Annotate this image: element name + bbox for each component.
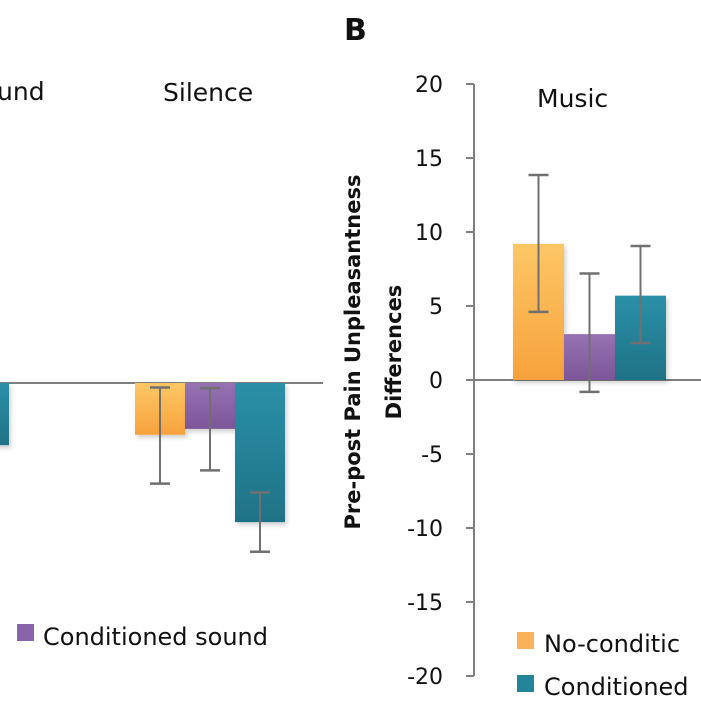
y-axis-label: Pre-post Pain Unpleasantness Differences (341, 175, 406, 530)
y-tick-label: 0 (429, 369, 443, 394)
y-ticks: 20 15 10 5 0 -5 -10 -15 -20 (407, 73, 474, 690)
legend-swatch-no-conditioned (517, 632, 534, 649)
error-bar-a-silence-conditioned-sound (200, 386, 220, 472)
error-bar-b-music-no-conditioned (528, 173, 549, 314)
legend-swatch-conditioned (517, 675, 534, 692)
panel-b-group-label-music: Music (537, 84, 608, 113)
error-bar-a-silence-no-conditioned (150, 386, 170, 485)
panel-a-legend: Conditioned sound (17, 623, 268, 651)
error-bar-b-music-conditioned (630, 244, 651, 345)
y-tick-label: 15 (415, 147, 443, 172)
legend-label-conditioned-sound: Conditioned sound (43, 623, 268, 651)
panel-a-bars (0, 383, 285, 553)
legend-label-no-conditioned: No-conditic (544, 630, 680, 658)
legend-swatch-conditioned-sound (17, 624, 34, 641)
y-tick-label: -20 (407, 665, 443, 690)
panel-a-group-label-silence: Silence (163, 78, 253, 107)
panel-a-group-label-sound: und (0, 77, 45, 106)
legend-label-conditioned: Conditioned (544, 673, 689, 701)
panel-a: und Silence Conditioned sound (0, 77, 323, 651)
y-axis-label-line1: Pre-post Pain Unpleasantness (341, 175, 365, 530)
bar-a-sound-conditioned (0, 383, 9, 446)
y-tick-label: -5 (421, 443, 443, 468)
panel-letter: B (344, 13, 367, 48)
y-tick-label: 20 (415, 73, 443, 98)
panel-b: B Music Pre-post Pain Unpleasantness Dif… (341, 13, 701, 701)
y-tick-label: -10 (407, 517, 443, 542)
panel-b-bars (513, 173, 666, 394)
error-bar-b-music-conditioned-sound (579, 272, 600, 394)
y-axis-label-line2: Differences (382, 285, 406, 420)
y-tick-label: 10 (415, 221, 443, 246)
y-tick-label: -15 (407, 591, 443, 616)
y-tick-label: 5 (429, 295, 443, 320)
error-bar-a-silence-conditioned (250, 491, 270, 553)
panel-b-legend: No-conditic Conditioned (517, 630, 689, 701)
